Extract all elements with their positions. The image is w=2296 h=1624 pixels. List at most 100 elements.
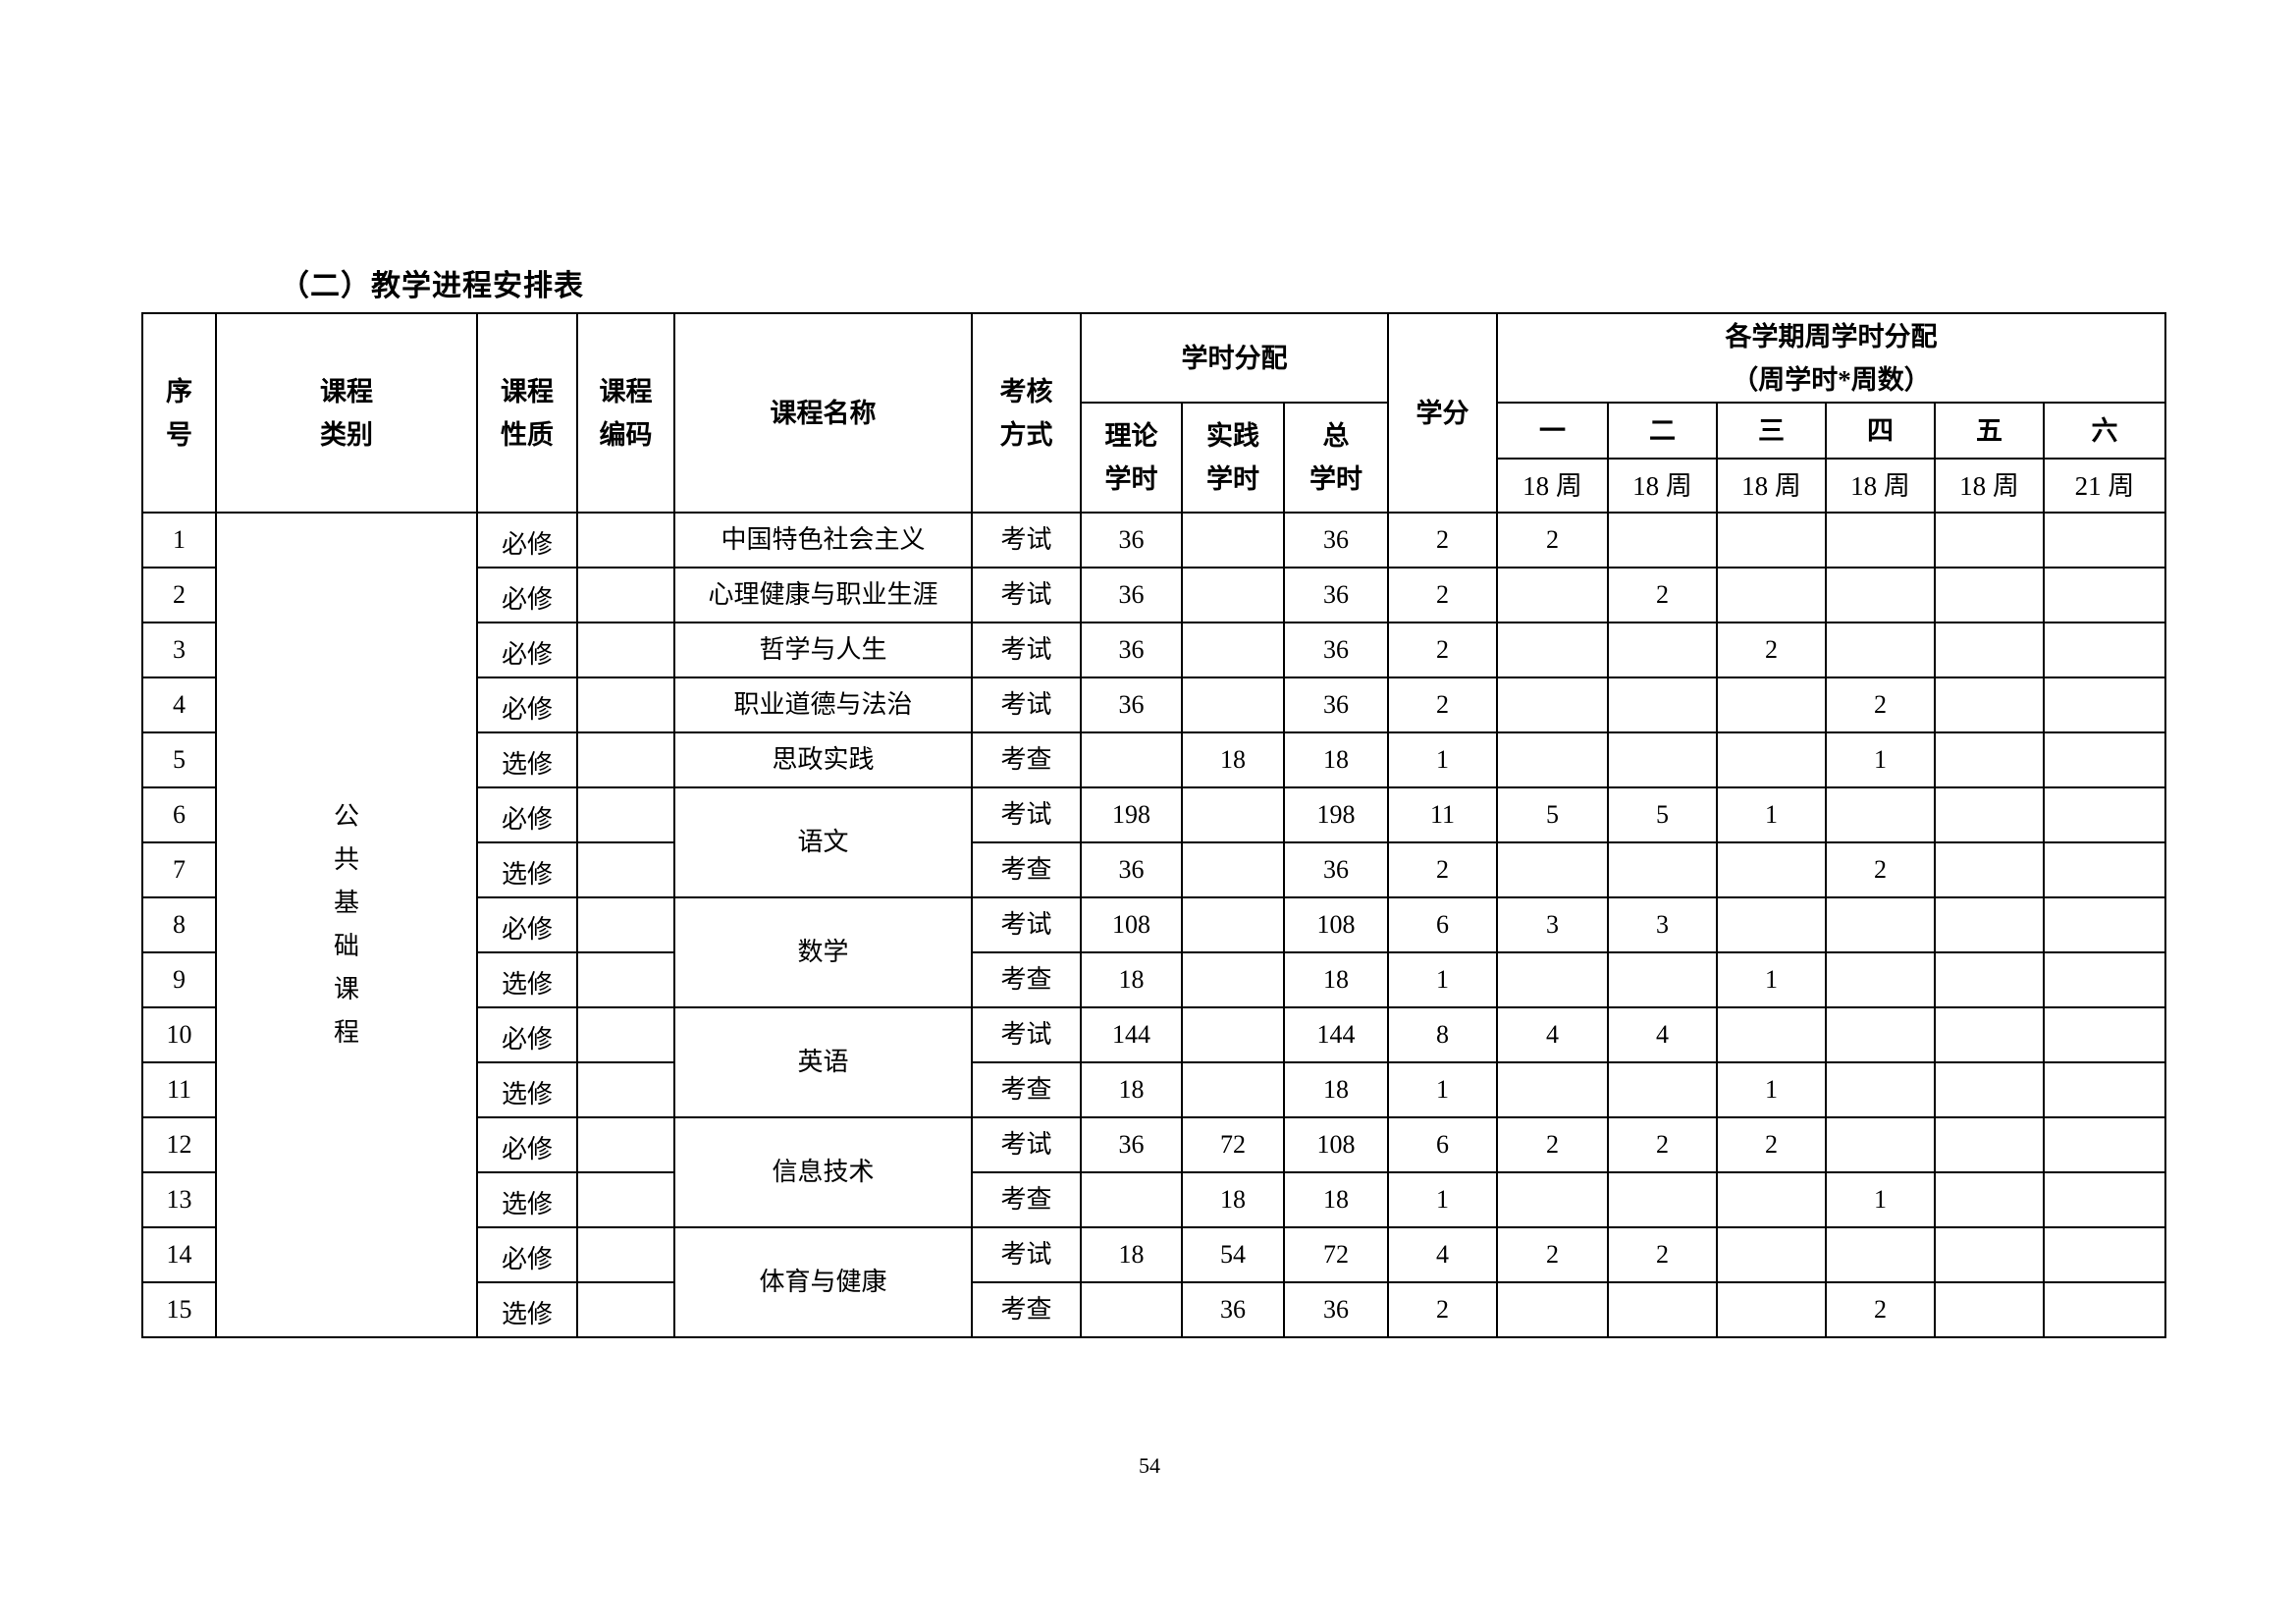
header-assessment: 考核 方式: [971, 312, 1082, 514]
header-weeks-1: 18 周: [1496, 458, 1610, 514]
table-row: 10 必修 英语 考试 144 144 8 4 4: [141, 1006, 2167, 1118]
semester-3-cell: [1716, 567, 1828, 623]
nature-cell: 选修: [476, 1061, 578, 1118]
semester-2-cell: 2: [1607, 567, 1719, 623]
semester-5-cell: [1934, 951, 2046, 1008]
semester-4-cell: [1825, 1061, 1937, 1118]
semester-3-cell: [1716, 841, 1828, 898]
code-cell: [576, 841, 675, 898]
header-credits: 学分: [1387, 312, 1499, 514]
seq-cell: 1: [141, 512, 217, 568]
seq-cell: 12: [141, 1116, 217, 1173]
semester-4-cell: 2: [1825, 677, 1937, 733]
theory-hours-cell: 36: [1080, 622, 1183, 678]
header-weeks-4: 18 周: [1825, 458, 1937, 514]
semester-4-cell: [1825, 786, 1937, 843]
practice-hours-cell: [1181, 1061, 1285, 1118]
semester-3-cell: [1716, 1171, 1828, 1228]
credits-cell: 6: [1387, 896, 1499, 953]
table-row: 14 必修 体育与健康 考试 18 54 72 4 2 2: [141, 1226, 2167, 1338]
semester-6-cell: [2043, 622, 2167, 678]
credits-cell: 1: [1387, 1171, 1499, 1228]
theory-hours-cell: 18: [1080, 1061, 1183, 1118]
seq-cell: 6: [141, 786, 217, 843]
assessment-cell: 考查: [971, 1281, 1082, 1338]
practice-hours-cell: [1181, 951, 1285, 1008]
semester-5-cell: [1934, 622, 2046, 678]
credits-cell: 2: [1387, 567, 1499, 623]
theory-hours-cell: 36: [1080, 841, 1183, 898]
semester-3-cell: [1716, 1281, 1828, 1338]
header-semester-5: 五: [1934, 402, 2046, 460]
semester-3-cell: 2: [1716, 1116, 1828, 1173]
theory-hours-cell: 36: [1080, 677, 1183, 733]
assessment-cell: 考查: [971, 1061, 1082, 1118]
credits-cell: 2: [1387, 841, 1499, 898]
nature-cell: 必修: [476, 1116, 578, 1173]
semester-2-cell: [1607, 731, 1719, 788]
header-text: 课程: [501, 376, 554, 406]
semester-4-cell: [1825, 1116, 1937, 1173]
course-name-cell: 语文: [673, 786, 973, 898]
table-row: 3 必修 哲学与人生 考试 36 36 2 2: [141, 622, 2167, 678]
assessment-cell: 考查: [971, 731, 1082, 788]
code-cell: [576, 677, 675, 733]
semester-6-cell: [2043, 1171, 2167, 1228]
semester-1-cell: 3: [1496, 896, 1610, 953]
credits-cell: 2: [1387, 1281, 1499, 1338]
seq-cell: 11: [141, 1061, 217, 1118]
credits-cell: 1: [1387, 951, 1499, 1008]
assessment-cell: 考试: [971, 567, 1082, 623]
semester-5-cell: [1934, 567, 2046, 623]
header-theory: 理论 学时: [1080, 402, 1183, 514]
header-hours-group: 学时分配: [1079, 312, 1390, 404]
practice-hours-cell: [1181, 512, 1285, 568]
table-header: 序号 课程 类别 课程 性质 课程 编码 课程名称 考核 方式 学时分配 学分 各学期周…: [141, 312, 2167, 514]
semester-4-cell: [1825, 896, 1937, 953]
semester-4-cell: [1825, 622, 1937, 678]
semester-2-cell: [1607, 1171, 1719, 1228]
table-row: 12 必修 信息技术 考试 36 72 108 6 2 2 2: [141, 1116, 2167, 1228]
semester-6-cell: [2043, 731, 2167, 788]
header-semester-6: 六: [2043, 402, 2167, 460]
semester-6-cell: [2043, 567, 2167, 623]
page-number: 54: [1139, 1453, 1160, 1478]
semester-4-cell: [1825, 951, 1937, 1008]
practice-hours-cell: [1181, 896, 1285, 953]
semester-3-cell: [1716, 1006, 1828, 1063]
theory-hours-cell: 198: [1080, 786, 1183, 843]
semester-4-cell: 2: [1825, 1281, 1937, 1338]
theory-hours-cell: 36: [1080, 567, 1183, 623]
theory-hours-cell: [1080, 731, 1183, 788]
semester-5-cell: [1934, 731, 2046, 788]
seq-cell: 4: [141, 677, 217, 733]
header-text: 学时: [1309, 464, 1363, 494]
header-weeks-5: 18 周: [1934, 458, 2046, 514]
semester-5-cell: [1934, 1281, 2046, 1338]
code-cell: [576, 622, 675, 678]
category-cell: 公共基础课程: [215, 512, 478, 1338]
practice-hours-cell: [1181, 786, 1285, 843]
table-row: 7 选修 考查 36 36 2 2: [141, 841, 2167, 898]
assessment-cell: 考试: [971, 512, 1082, 568]
seq-cell: 9: [141, 951, 217, 1008]
nature-cell: 必修: [476, 512, 578, 568]
semester-4-cell: [1825, 1226, 1937, 1283]
header-semester-group: 各学期周学时分配 （周学时*周数）: [1496, 312, 2167, 404]
semester-6-cell: [2043, 512, 2167, 568]
nature-cell: 选修: [476, 841, 578, 898]
semester-1-cell: 5: [1496, 786, 1610, 843]
semester-1-cell: [1496, 731, 1610, 788]
table-row: 11 选修 考查 18 18 1 1: [141, 1061, 2167, 1118]
header-text: 考核: [999, 376, 1053, 406]
practice-hours-cell: [1181, 1006, 1285, 1063]
theory-hours-cell: 36: [1080, 1116, 1183, 1173]
credits-cell: 1: [1387, 731, 1499, 788]
practice-hours-cell: 36: [1181, 1281, 1285, 1338]
table-row: 9 选修 考查 18 18 1 1: [141, 951, 2167, 1008]
semester-5-cell: [1934, 1006, 2046, 1063]
semester-2-cell: 4: [1607, 1006, 1719, 1063]
semester-2-cell: [1607, 1061, 1719, 1118]
semester-2-cell: [1607, 841, 1719, 898]
header-text: 理论: [1104, 421, 1158, 451]
